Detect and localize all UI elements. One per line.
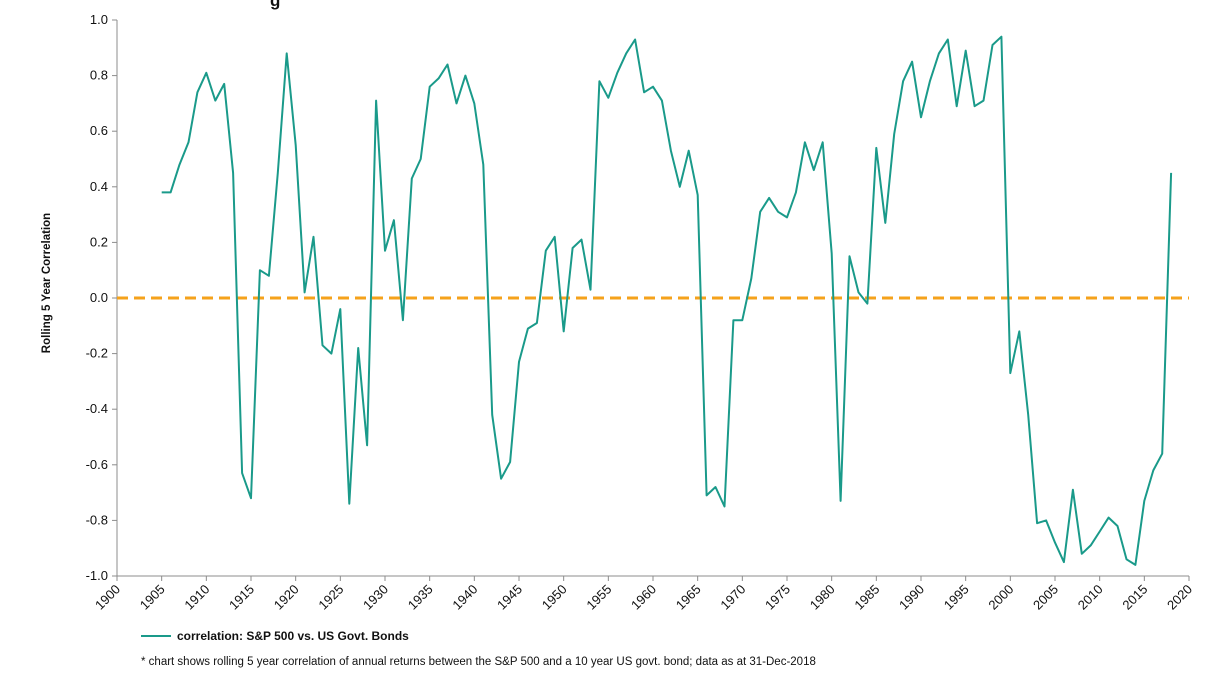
y-tick-label: -1.0 [86,568,108,583]
x-tick-label: 1975 [762,582,793,613]
x-tick-label: 1980 [807,582,838,613]
x-tick-label: 1900 [92,582,123,613]
series-line-correlation [161,35,1173,566]
y-tick-labels: 1.0 0.8 0.6 0.4 0.2 0.0 -0.2 -0.4 -0.6 -0.8 -1.0 [86,12,117,583]
y-tick-label: 0.4 [90,179,108,194]
x-tick-label: 1920 [271,582,302,613]
x-tick-label: 1990 [896,582,927,613]
y-tick-label: -0.6 [86,457,108,472]
chart-title: g [270,0,280,10]
x-tick-label: 2010 [1075,582,1106,613]
x-tick-label: 1925 [315,582,346,613]
footnote: * chart shows rolling 5 year correlation… [141,656,816,668]
x-tick-label: 1955 [583,582,614,613]
x-tick-label: 1940 [449,582,480,613]
y-axis-label: Rolling 5 Year Correlation [41,213,53,353]
x-tick-label: 1915 [226,582,257,613]
y-tick-label: 0.8 [90,68,108,83]
y-tick-label: 0.0 [90,290,108,305]
y-tick-label: 0.6 [90,123,108,138]
x-tick-label: 1930 [360,582,391,613]
x-tick-label: 1935 [405,582,436,613]
x-tick-label: 1995 [941,582,972,613]
x-tick-label: 2015 [1119,582,1150,613]
y-tick-label: 1.0 [90,12,108,27]
x-tick-labels: 1900 1905 1910 1915 1920 1925 1930 1935 1940 1945… [92,576,1195,613]
x-tick-label: 1970 [717,582,748,613]
x-tick-label: 2000 [985,582,1016,613]
x-tick-label: 1910 [181,582,212,613]
x-tick-label: 1985 [851,582,882,613]
legend: correlation: S&P 500 vs. US Govt. Bonds [141,629,409,643]
y-tick-label: -0.2 [86,346,108,361]
y-tick-label: 0.2 [90,234,108,249]
x-tick-label: 1950 [539,582,570,613]
legend-label: correlation: S&P 500 vs. US Govt. Bonds [177,629,409,643]
x-tick-label: 2020 [1164,582,1195,613]
legend-swatch [141,635,171,637]
x-tick-label: 1905 [137,582,168,613]
x-tick-label: 1945 [494,582,525,613]
y-tick-label: -0.8 [86,512,108,527]
x-tick-label: 2005 [1030,582,1061,613]
x-tick-label: 1965 [673,582,704,613]
y-tick-label: -0.4 [86,401,108,416]
x-tick-label: 1960 [628,582,659,613]
